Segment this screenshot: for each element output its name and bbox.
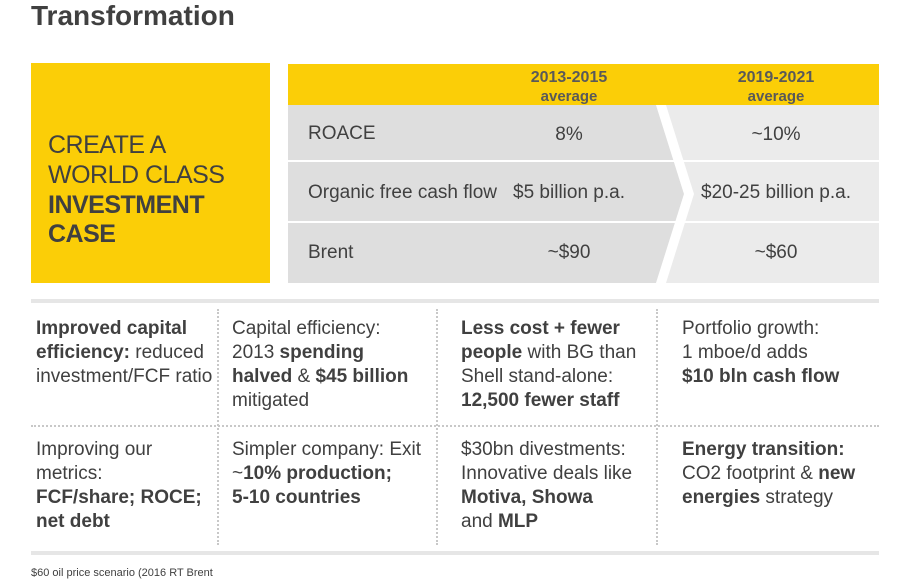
grid-cell-spending-halved: Capital efficiency: 2013 spending halved… <box>232 318 409 411</box>
grid-cell-divestments: $30bn divestments: Innovative deals like… <box>461 439 633 532</box>
grid-cell-capital-efficiency: Improved capital efficiency: reduced inv… <box>36 318 213 387</box>
roace-2013-value: 8% <box>555 124 583 145</box>
table-header-bar <box>288 64 879 105</box>
fcf-2013-value: $5 billion p.a. <box>513 182 625 203</box>
column-header-2019-2021: 2019-2021 average <box>701 68 851 106</box>
comparison-table <box>288 105 879 283</box>
column-header-2013-2015: 2013-2015 average <box>494 68 644 106</box>
column-header-average: average <box>747 88 805 105</box>
callout-line-1: CREATE A <box>48 131 166 159</box>
chevron-arrow-shape <box>288 105 694 283</box>
grid-column-divider <box>656 309 658 545</box>
grid-cell-energy-transition: Energy transition: CO2 footprint & new e… <box>682 439 856 508</box>
section-divider-bottom <box>31 551 879 555</box>
grid-cell-portfolio-growth: Portfolio growth: 1 mboe/d adds $10 bln … <box>682 318 840 387</box>
fcf-2019-value: $20-25 billion p.a. <box>701 182 851 203</box>
footnote: $60 oil price scenario (2016 RT Brent <box>31 567 213 579</box>
row-label-brent: Brent <box>308 242 354 263</box>
grid-cell-improving-metrics: Improving our metrics: FCF/share; ROCE; … <box>36 439 202 532</box>
grid-cell-simpler-company: Simpler company: Exit ~10% production; 5… <box>232 439 422 508</box>
table-row-divider <box>288 221 879 223</box>
callout-line-3: INVESTMENT CASE <box>48 191 205 248</box>
brent-2019-value: ~$60 <box>754 242 798 263</box>
roace-2019-value: ~10% <box>751 124 801 145</box>
row-label-organic-fcf: Organic free cash flow <box>308 182 498 203</box>
grid-column-divider <box>436 309 438 545</box>
column-header-average: average <box>540 88 598 105</box>
section-divider-top <box>31 299 879 303</box>
brent-2013-value: ~$90 <box>547 242 591 263</box>
page-title: Transformation <box>31 0 235 31</box>
column-header-years: 2013-2015 <box>530 69 608 86</box>
grid-column-divider <box>217 309 219 545</box>
grid-cell-less-cost: Less cost + fewer people with BG than Sh… <box>461 318 637 411</box>
callout-box: CREATE A WORLD CLASS INVESTMENT CASE <box>31 63 270 283</box>
row-label-roace: ROACE <box>308 123 376 144</box>
column-header-years: 2019-2021 <box>737 69 815 86</box>
callout-line-2: WORLD CLASS <box>48 161 225 189</box>
grid-row-divider <box>31 425 879 427</box>
table-row-divider <box>288 160 879 162</box>
